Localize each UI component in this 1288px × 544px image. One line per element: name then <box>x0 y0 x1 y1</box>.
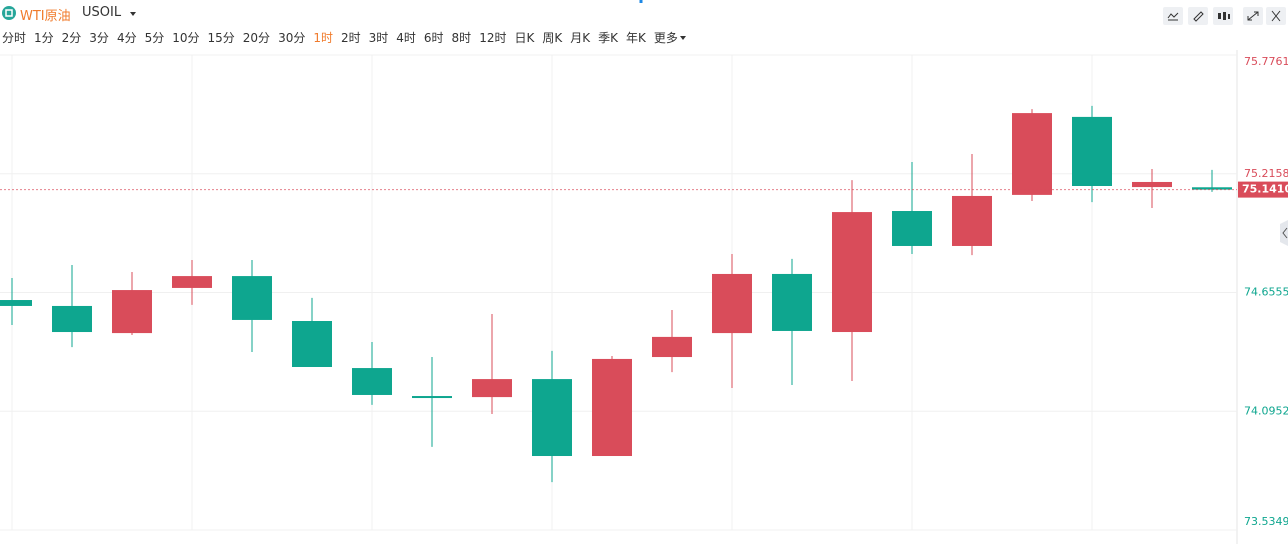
tool-button[interactable] <box>1163 7 1183 25</box>
last-price-box <box>1238 181 1288 198</box>
side-tab[interactable] <box>1280 220 1288 246</box>
candle-body <box>652 336 692 358</box>
timeframe[interactable]: 3时 <box>368 31 389 45</box>
candle-body <box>472 379 512 398</box>
timeframe[interactable]: 年K <box>625 31 646 45</box>
timeframe[interactable]: 8时 <box>451 31 472 45</box>
timeframe[interactable]: 1时 <box>313 31 333 45</box>
candle-body <box>772 273 812 331</box>
more-arrow[interactable] <box>679 33 687 43</box>
timeframe[interactable]: 2时 <box>340 31 361 45</box>
last-price-label: 75.1410 <box>1242 183 1288 196</box>
candle-body <box>592 358 632 457</box>
candle-body <box>172 276 212 288</box>
timeframe[interactable]: 12时 <box>479 31 507 45</box>
timeframe[interactable]: 分时 <box>2 31 27 45</box>
candle-body <box>232 276 272 320</box>
candle-body <box>292 321 332 367</box>
timeframe[interactable]: 6时 <box>423 31 444 45</box>
timeframe-bar: 分时 1分 2分 3分 4分 5分 10分 15分 20分 30分 1时 2时 3时 4时 6时 8时 12时日… <box>2 29 687 46</box>
timeframe[interactable]: 3分 <box>89 31 109 45</box>
candle-body <box>532 379 572 457</box>
candle-body <box>892 211 932 246</box>
timeframe[interactable]: 更多 <box>653 31 678 45</box>
timeframe[interactable]: 5分 <box>144 31 165 45</box>
timeframe[interactable]: 日K <box>514 31 535 45</box>
candle-body <box>112 290 152 334</box>
candle-body <box>52 305 92 333</box>
top-bar-icons <box>2 0 643 20</box>
candle-body <box>412 396 452 399</box>
dropdown-arrow[interactable] <box>130 12 136 16</box>
tool-button[interactable] <box>1213 7 1233 25</box>
top-bar: WTI原油 USOIL <box>0 0 1288 26</box>
candle-body <box>1072 116 1112 187</box>
timeframe[interactable]: 4分 <box>116 31 137 45</box>
symbol[interactable]: USOIL <box>82 5 122 20</box>
candle-body <box>832 212 872 333</box>
instrument-icon-glyph <box>5 9 13 17</box>
instrument-name[interactable]: WTI原油 <box>20 9 71 24</box>
candle-body <box>712 273 752 334</box>
candle-body <box>352 368 392 395</box>
timeframe[interactable]: 30分 <box>278 31 306 45</box>
timeframe[interactable]: 月K <box>570 31 591 45</box>
timeframe[interactable]: 15分 <box>207 31 235 45</box>
y-tick-label: 74.0952 <box>1244 404 1288 417</box>
timeframe[interactable]: 周K <box>542 31 563 45</box>
close-button[interactable] <box>1266 7 1286 25</box>
timeframe[interactable]: 1分 <box>34 31 54 45</box>
y-tick-label: 74.6555 <box>1244 286 1288 299</box>
tool-button[interactable] <box>1188 7 1208 25</box>
fullscreen-button[interactable] <box>1243 7 1263 25</box>
timeframe[interactable]: 4时 <box>396 31 416 45</box>
timeframe[interactable]: 2分 <box>61 31 82 45</box>
y-tick-label: 75.7761 <box>1244 55 1288 68</box>
timeframe[interactable]: 10分 <box>172 31 200 45</box>
candle-body <box>1132 181 1172 188</box>
candle-body <box>1192 187 1232 190</box>
candle-body <box>952 195 992 246</box>
y-tick-label: 75.2158 <box>1244 167 1288 180</box>
timeframe[interactable]: 20分 <box>242 31 271 45</box>
timeframe[interactable]: 季K <box>598 31 618 45</box>
y-tick-label: 73.5349 <box>1244 515 1288 528</box>
candle-body <box>0 300 32 306</box>
candle-body <box>1012 113 1052 195</box>
side-tab-arrow <box>1282 227 1288 239</box>
